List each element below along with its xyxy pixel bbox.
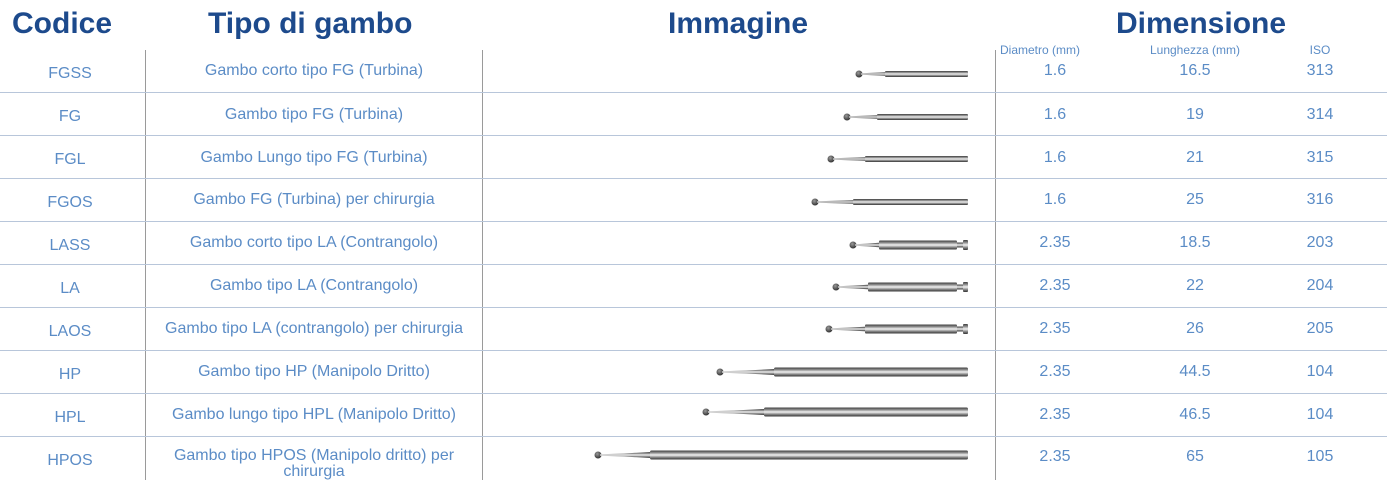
table-row-fgos-codice: FGOS bbox=[20, 194, 120, 212]
row-separator bbox=[0, 307, 1387, 308]
table-row-hp-codice: HP bbox=[20, 366, 120, 384]
table-row-hpos-diametro: 2.35 bbox=[1010, 448, 1100, 466]
table-row-hpl-diametro: 2.35 bbox=[1010, 406, 1100, 424]
bur-fgss-image bbox=[855, 68, 970, 80]
table-row-laos-iso: 205 bbox=[1280, 320, 1360, 338]
bur-fgl-image bbox=[827, 153, 970, 165]
bur-lass-image bbox=[849, 238, 970, 252]
table-row-hpl-codice: HPL bbox=[20, 409, 120, 427]
table-row-la-iso: 204 bbox=[1280, 277, 1360, 295]
table-row-lass-tipo: Gambo corto tipo LA (Contrangolo) bbox=[146, 234, 482, 252]
row-separator bbox=[0, 264, 1387, 265]
table-row-hp-lunghezza: 44.5 bbox=[1145, 363, 1245, 381]
table-row-fg-diametro: 1.6 bbox=[1010, 106, 1100, 124]
table-row-la-codice: LA bbox=[20, 280, 120, 298]
table-row-fgos-tipo: Gambo FG (Turbina) per chirurgia bbox=[146, 191, 482, 209]
table-row-fgos-lunghezza: 25 bbox=[1145, 191, 1245, 209]
table-row-hp-diametro: 2.35 bbox=[1010, 363, 1100, 381]
row-separator bbox=[0, 393, 1387, 394]
table-row-lass-codice: LASS bbox=[20, 237, 120, 255]
table-row-fgss-diametro: 1.6 bbox=[1010, 62, 1100, 80]
table-row-hpl-iso: 104 bbox=[1280, 406, 1360, 424]
table-row-fg-iso: 314 bbox=[1280, 106, 1360, 124]
row-separator bbox=[0, 221, 1387, 222]
bur-hpl-image bbox=[702, 405, 970, 419]
table-row-hp-iso: 104 bbox=[1280, 363, 1360, 381]
table-row-hpl-tipo: Gambo lungo tipo HPL (Manipolo Dritto) bbox=[146, 406, 482, 424]
divider-tipo-immagine bbox=[482, 50, 483, 480]
table-row-fgl-codice: FGL bbox=[20, 151, 120, 169]
table-row-hpos-tipo: Gambo tipo HPOS (Manipolo dritto) per ch… bbox=[150, 448, 478, 480]
row-separator bbox=[0, 178, 1387, 179]
header-immagine: Immagine bbox=[668, 6, 808, 42]
row-separator bbox=[0, 135, 1387, 136]
row-separator bbox=[0, 436, 1387, 437]
table-row-hpos-codice: HPOS bbox=[20, 452, 120, 470]
table-row-lass-lunghezza: 18.5 bbox=[1145, 234, 1245, 252]
table-row-hpos-iso: 105 bbox=[1280, 448, 1360, 466]
row-separator bbox=[0, 92, 1387, 93]
table-row-laos-lunghezza: 26 bbox=[1145, 320, 1245, 338]
table-row-la-diametro: 2.35 bbox=[1010, 277, 1100, 295]
bur-fg-image bbox=[843, 111, 970, 123]
table-row-lass-diametro: 2.35 bbox=[1010, 234, 1100, 252]
table-row-fgos-iso: 316 bbox=[1280, 191, 1360, 209]
table-row-laos-codice: LAOS bbox=[20, 323, 120, 341]
table-row-fgl-iso: 315 bbox=[1280, 149, 1360, 167]
header-tipo-di-gambo: Tipo di gambo bbox=[208, 6, 412, 42]
table-row-laos-diametro: 2.35 bbox=[1010, 320, 1100, 338]
table-row-hpos-lunghezza: 65 bbox=[1145, 448, 1245, 466]
bur-fgos-image bbox=[811, 196, 970, 208]
bur-laos-image bbox=[825, 322, 970, 336]
table-row-fgss-tipo: Gambo corto tipo FG (Turbina) bbox=[146, 62, 482, 80]
table-row-fgss-codice: FGSS bbox=[20, 65, 120, 83]
divider-immagine-dimensione bbox=[995, 50, 996, 480]
bur-hpos-image bbox=[594, 448, 970, 462]
table-row-fgss-iso: 313 bbox=[1280, 62, 1360, 80]
bur-la-image bbox=[832, 280, 970, 294]
table-row-fgl-tipo: Gambo Lungo tipo FG (Turbina) bbox=[146, 149, 482, 167]
header-codice: Codice bbox=[12, 6, 112, 42]
table-row-lass-iso: 203 bbox=[1280, 234, 1360, 252]
table-row-hpl-lunghezza: 46.5 bbox=[1145, 406, 1245, 424]
subheader-diametro: Diametro (mm) bbox=[990, 43, 1090, 57]
table-row-fgos-diametro: 1.6 bbox=[1010, 191, 1100, 209]
subheader-lunghezza: Lunghezza (mm) bbox=[1130, 43, 1260, 57]
subheader-iso: ISO bbox=[1290, 43, 1350, 57]
table-row-fgl-diametro: 1.6 bbox=[1010, 149, 1100, 167]
table-row-hp-tipo: Gambo tipo HP (Manipolo Dritto) bbox=[146, 363, 482, 381]
table-row-fg-lunghezza: 19 bbox=[1145, 106, 1245, 124]
table-row-fgss-lunghezza: 16.5 bbox=[1145, 62, 1245, 80]
header-dimensione: Dimensione bbox=[1116, 6, 1286, 42]
table-row-fg-tipo: Gambo tipo FG (Turbina) bbox=[146, 106, 482, 124]
table-row-laos-tipo: Gambo tipo LA (contrangolo) per chirurgi… bbox=[146, 320, 482, 338]
table-row-la-tipo: Gambo tipo LA (Contrangolo) bbox=[146, 277, 482, 295]
row-separator bbox=[0, 350, 1387, 351]
table-row-la-lunghezza: 22 bbox=[1145, 277, 1245, 295]
table-row-fg-codice: FG bbox=[20, 108, 120, 126]
bur-hp-image bbox=[716, 365, 970, 379]
table-row-fgl-lunghezza: 21 bbox=[1145, 149, 1245, 167]
